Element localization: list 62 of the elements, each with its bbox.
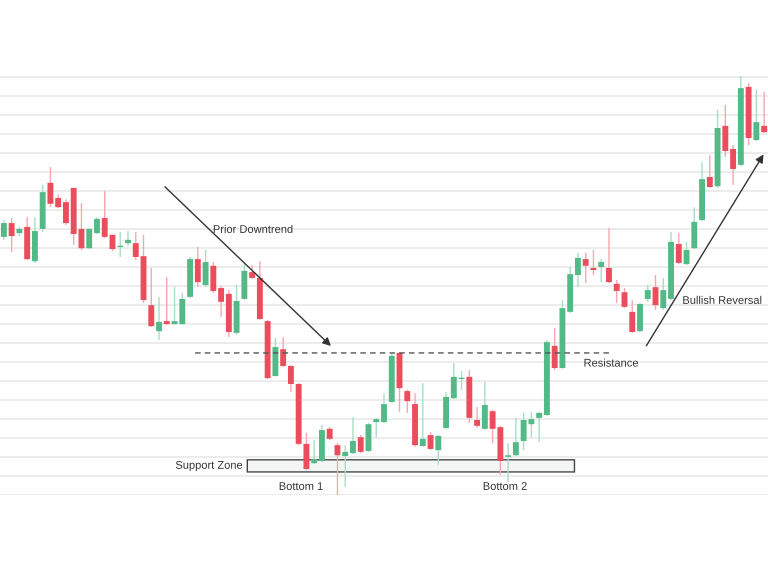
candlestick <box>528 411 534 438</box>
candlestick <box>614 279 620 304</box>
candlestick <box>606 227 612 284</box>
candlestick <box>78 202 84 251</box>
candlestick <box>102 190 108 239</box>
candlestick <box>164 276 170 326</box>
candlestick <box>249 264 256 280</box>
candlestick <box>311 439 318 465</box>
candlestick <box>505 442 512 483</box>
candlestick <box>94 216 100 235</box>
candlestick <box>194 246 201 288</box>
candlestick <box>0 219 7 241</box>
candlestick <box>428 431 434 451</box>
candlestick <box>706 154 713 189</box>
candlestick <box>684 241 690 266</box>
candlestick <box>622 287 628 309</box>
candlestick <box>125 230 131 247</box>
annotation: Bullish Reversal <box>683 296 762 304</box>
ref-line-label: Resistance <box>584 358 638 367</box>
candlestick <box>590 249 596 276</box>
candlestick <box>373 417 380 438</box>
candlestick <box>148 267 154 328</box>
candlestick <box>482 381 488 431</box>
candlestick <box>8 217 15 253</box>
candlestick <box>629 299 636 334</box>
candlestick <box>761 91 768 134</box>
candlestick <box>435 434 442 466</box>
candlestick <box>117 231 124 258</box>
candlestick <box>381 392 387 424</box>
candlestick <box>652 274 658 310</box>
candlestick <box>474 406 480 429</box>
candlestick <box>110 234 116 252</box>
candlestick <box>86 227 92 250</box>
candlestick <box>598 258 604 283</box>
candlestick <box>420 382 426 448</box>
candlestick <box>132 231 139 261</box>
candlestick <box>350 416 356 455</box>
candlestick <box>404 389 410 414</box>
candlestick <box>334 442 340 495</box>
candlestick <box>172 286 178 326</box>
candlestick <box>358 434 364 454</box>
candlestick <box>552 327 558 371</box>
candlestick <box>16 226 22 237</box>
candlestick <box>280 336 286 368</box>
candlestick <box>520 412 527 451</box>
candlestick <box>512 417 519 457</box>
candlestick <box>753 89 760 142</box>
annotation: Bottom 1 <box>280 482 323 490</box>
candlestick <box>490 409 496 444</box>
candlestick <box>660 277 666 310</box>
candlestick <box>644 284 651 303</box>
band-label: Support Zone <box>176 460 242 472</box>
candlestick <box>326 426 333 441</box>
candlestick <box>582 252 589 284</box>
annotation: Prior Downtrend <box>214 224 292 233</box>
candlestick <box>288 364 294 393</box>
annotation: Bottom 2 <box>484 482 527 490</box>
candlestick <box>676 232 682 265</box>
candlestick <box>202 249 209 288</box>
candlestick <box>156 296 162 341</box>
candlestick <box>536 411 542 443</box>
candlestick <box>574 252 581 288</box>
